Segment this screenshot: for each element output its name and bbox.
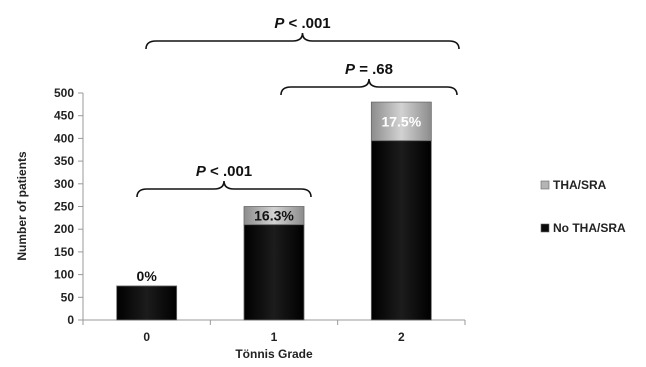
- legend-swatch: [540, 223, 550, 233]
- bar-percent-label: 16.3%: [254, 208, 294, 224]
- bars: 0% 16.3% 17.5%: [116, 101, 432, 321]
- significance-brace: [136, 180, 312, 198]
- y-tick-label: 450: [54, 109, 74, 123]
- bar-no-tha-sra: [116, 285, 178, 321]
- y-tick-label: 100: [54, 268, 74, 282]
- y-axis-title: Number of patients: [15, 151, 29, 261]
- y-tick-label: 150: [54, 245, 74, 259]
- bar-percent-label: 0%: [137, 268, 158, 284]
- y-tick-label: 400: [54, 131, 74, 145]
- p-value-label: P = .68: [345, 61, 393, 78]
- x-tick-label: 2: [398, 330, 405, 344]
- y-tick-label: 350: [54, 154, 74, 168]
- y-tick-label: 0: [67, 313, 74, 327]
- legend-label: No THA/SRA: [553, 221, 626, 235]
- x-axis: 0 1 2: [82, 319, 466, 344]
- legend-label: THA/SRA: [553, 178, 607, 192]
- bar-percent-label: 17.5%: [381, 113, 421, 129]
- y-tick-label: 500: [54, 86, 74, 100]
- significance-brace: [280, 78, 458, 96]
- bar-no-tha-sra: [243, 224, 305, 321]
- p-value-label: P < .001: [196, 163, 252, 180]
- x-tick-label: 1: [271, 330, 278, 344]
- y-tick-label: 250: [54, 200, 74, 214]
- p-value-label: P < .001: [274, 15, 330, 32]
- legend-swatch: [540, 180, 550, 190]
- annotations: P < .001 P = .68 P < .001: [136, 15, 460, 198]
- bar-no-tha-sra: [370, 140, 432, 321]
- significance-brace: [145, 32, 460, 50]
- y-axis: 0 50 100 150 200 250 300 350 400 450 500: [54, 86, 84, 327]
- x-axis-title: Tönnis Grade: [235, 347, 313, 361]
- bar-tha-sra: [370, 101, 432, 142]
- y-tick-label: 200: [54, 222, 74, 236]
- y-tick-label: 300: [54, 177, 74, 191]
- bar-tha-sra: [243, 206, 305, 226]
- y-tick-label: 50: [61, 290, 75, 304]
- x-tick-label: 0: [143, 330, 150, 344]
- legend: THA/SRA No THA/SRA: [540, 178, 626, 235]
